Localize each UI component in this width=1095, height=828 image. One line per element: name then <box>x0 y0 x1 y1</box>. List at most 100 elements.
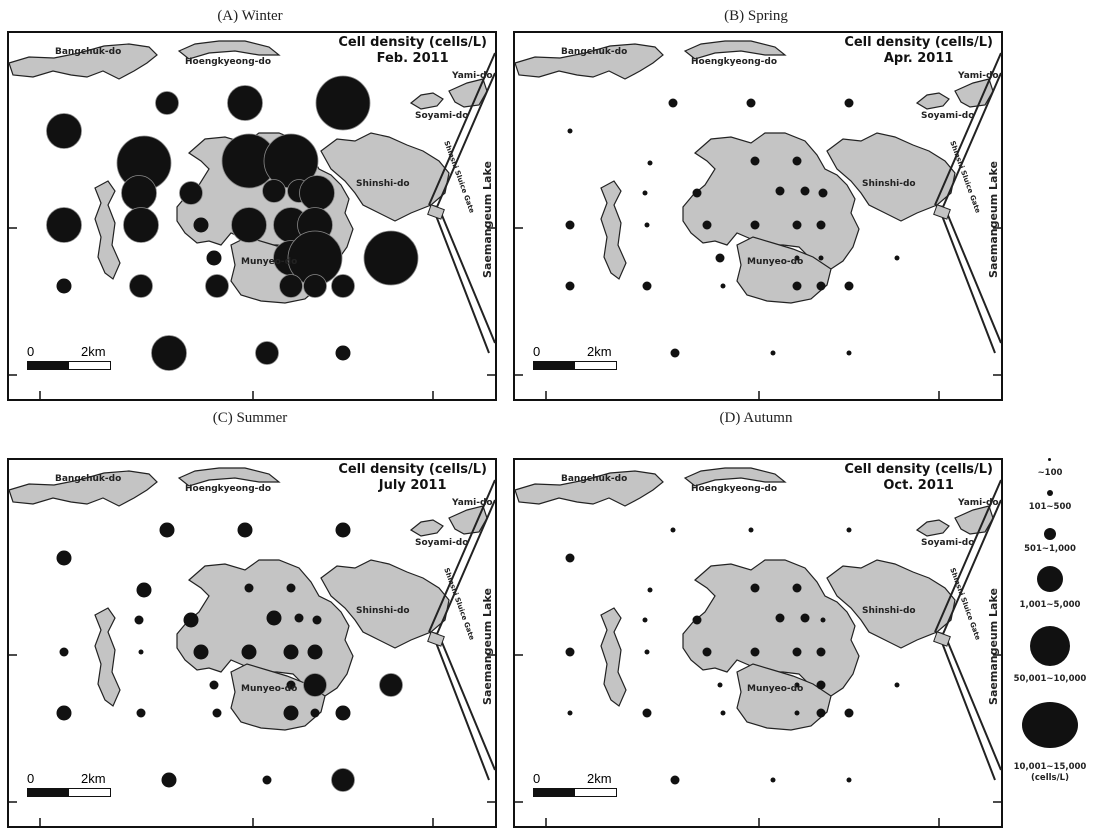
station-circle <box>692 188 702 198</box>
place-label-munyeo: Munyeo-do <box>747 257 804 267</box>
station-circle <box>816 708 826 718</box>
island-hoengkyeong <box>177 467 281 487</box>
station-circle <box>642 281 652 291</box>
caption-a: (A) Winter <box>217 8 283 24</box>
legend-label: 50,001~10,000 <box>1013 674 1087 684</box>
legend-label: 501~1,000 <box>1024 544 1076 554</box>
station-circle <box>227 85 263 121</box>
station-circle <box>303 274 327 298</box>
legend-label: ~100 <box>1037 468 1063 478</box>
station-circle <box>750 647 760 657</box>
date-line: July 2011 <box>378 478 447 493</box>
legend-dot <box>1037 566 1063 592</box>
caption-b: (B) Spring <box>724 8 788 24</box>
station-circle <box>748 527 754 533</box>
station-circle <box>792 281 802 291</box>
sluice-gate <box>427 204 445 220</box>
station-circle <box>331 274 355 298</box>
place-label-munyeo: Munyeo-do <box>241 684 298 694</box>
lake-label: Saemangeum Lake <box>986 161 1000 278</box>
station-circle <box>379 673 403 697</box>
station-circle <box>800 613 810 623</box>
station-circle <box>159 522 175 538</box>
map-canvas <box>514 40 1002 399</box>
station-circle <box>244 583 254 593</box>
station-circle <box>818 255 824 261</box>
station-circle <box>56 550 72 566</box>
station-circle <box>262 775 272 785</box>
station-circle <box>121 175 157 211</box>
island-shinshi <box>826 132 956 222</box>
place-label-shinshi: Shinshi-do <box>862 179 916 189</box>
station-circle <box>206 250 222 266</box>
island-hoengkyeong <box>683 40 787 60</box>
station-circle <box>818 188 828 198</box>
station-circle <box>846 350 852 356</box>
island-munyeo <box>736 236 832 304</box>
station-circle <box>792 220 802 230</box>
lake-label: Saemangeum Lake <box>986 588 1000 705</box>
station-circle <box>800 186 810 196</box>
station-circle <box>846 527 852 533</box>
station-circle <box>642 617 648 623</box>
station-circle <box>56 278 72 294</box>
station-circle <box>134 615 144 625</box>
island-west <box>94 180 121 280</box>
station-circle <box>565 281 575 291</box>
station-circle <box>775 186 785 196</box>
island-hoengkyeong <box>177 40 281 60</box>
station-circle <box>750 583 760 593</box>
place-label-soyami: Soyami-do <box>415 111 469 121</box>
island-soyami <box>409 92 444 110</box>
station-circle <box>816 680 826 690</box>
station-circle <box>775 613 785 623</box>
place-label-hoengkyeong: Hoengkyeong-do <box>185 57 272 67</box>
station-circle <box>303 673 327 697</box>
lake-label: Saemangeum Lake <box>480 588 494 705</box>
station-circle <box>792 156 802 166</box>
place-label-soyami: Soyami-do <box>921 111 975 121</box>
island-bangchuk <box>514 470 664 507</box>
date-line: Oct. 2011 <box>883 478 954 493</box>
place-label-soyami: Soyami-do <box>921 538 975 548</box>
station-circle <box>792 583 802 593</box>
station-circle <box>644 649 650 655</box>
station-circle <box>335 705 351 721</box>
station-circle <box>720 710 726 716</box>
station-circle <box>205 274 229 298</box>
scale-bar-graphic <box>27 361 111 370</box>
station-circle <box>312 615 322 625</box>
station-circle <box>816 281 826 291</box>
place-label-shinshi: Shinshi-do <box>356 179 410 189</box>
scale-distance: 2km <box>587 771 612 786</box>
scale-distance: 2km <box>587 344 612 359</box>
sluice-gate <box>427 631 445 647</box>
caption-d: (D) Autumn <box>719 410 793 426</box>
station-circle <box>129 274 153 298</box>
station-circle <box>670 527 676 533</box>
island-bangchuk <box>8 43 158 80</box>
station-circle <box>794 682 800 688</box>
legend-label: 1,001~5,000 <box>1019 600 1081 610</box>
station-circle <box>46 207 82 243</box>
title-line: Cell density (cells/L) <box>844 35 993 50</box>
place-label-hoengkyeong: Hoengkyeong-do <box>691 484 778 494</box>
island-soyami <box>915 92 950 110</box>
legend-unit: (cells/L) <box>1031 773 1069 783</box>
lake-label: Saemangeum Lake <box>480 161 494 278</box>
station-circle <box>702 647 712 657</box>
place-label-bangchuk: Bangchuk-do <box>55 47 122 57</box>
map-panel: Cell density (cells/L) Apr. 2011 Bangchuk-… <box>513 31 1003 401</box>
station-circle <box>56 705 72 721</box>
panel-title: Cell density (cells/L) Oct. 2011 <box>844 462 993 494</box>
place-label-soyami: Soyami-do <box>415 538 469 548</box>
place-label-yami: Yami-do <box>958 71 999 81</box>
island-west <box>94 607 121 707</box>
station-circle <box>668 98 678 108</box>
station-circle <box>286 583 296 593</box>
island-shinshi <box>826 559 956 649</box>
station-circle <box>565 553 575 563</box>
scale-zero: 0 <box>27 344 35 359</box>
scale-zero: 0 <box>533 771 541 786</box>
legend-dot <box>1030 626 1070 666</box>
